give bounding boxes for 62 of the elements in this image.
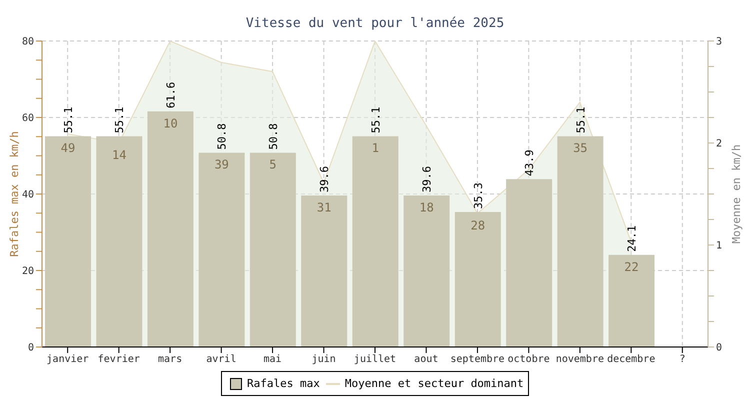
x-tick-label: janvier [46,354,89,366]
data-label: 61.6 [164,82,178,108]
bar [352,136,398,347]
x-tick-label: juin [312,354,336,366]
data-label: 39.6 [318,166,332,193]
bar [45,136,91,347]
annotation: 18 [419,200,434,215]
annotation: 14 [112,148,126,162]
y-tick-label: 0 [28,342,34,354]
data-label: 35.3 [472,182,485,209]
annotation: 10 [163,116,178,130]
data-label: 43.9 [523,150,536,176]
bar [608,254,655,347]
chart-title: Vitesse du vent pour l'année 2025 [244,16,506,31]
annotation: 35 [573,141,588,156]
x-tick-label: ? [679,354,686,366]
x-tick-label: mai [264,354,282,366]
y2-axis-title: Moyenne en km/h [730,144,743,244]
y-tick-label: 80 [22,36,34,48]
text: Rafales max [247,377,320,390]
y-axis-title: Rafales max en km/h [8,131,21,257]
bar [301,196,348,347]
x-tick-label: juillet [354,354,396,366]
data-label: 55.1 [369,106,382,134]
data-label: 39.6 [420,166,434,193]
annotation: 22 [624,260,639,274]
y2-tick-label: 2 [716,138,722,150]
bar [557,136,604,347]
y-tick-label: 60 [22,113,34,124]
annotation: 28 [470,218,486,232]
x-tick-label: mars [158,354,182,366]
y2-tick-label: 1 [716,240,722,252]
annotation: 5 [269,158,277,172]
bar [147,111,194,347]
bar [250,152,296,347]
annotation: 39 [214,158,229,172]
data-label: 50.8 [266,123,280,150]
data-label: 55.1 [574,106,588,134]
x-tick-label: avril [206,354,236,366]
x-tick-label: decembre [607,354,656,366]
bar [96,136,142,347]
x-tick-label: aout [414,354,438,366]
x-tick-label: fevrier [98,354,140,366]
data-label: 24.1 [626,225,639,252]
annotation: 31 [316,200,332,215]
bar [454,212,501,347]
annotation: 49 [60,141,76,156]
x-tick-label: septembre [450,354,505,366]
data-label: 55.1 [62,106,75,134]
annotation: 1 [372,141,379,156]
data-label: 55.1 [113,106,126,134]
y-tick-label: 40 [22,190,34,201]
bar [404,196,450,347]
data-label: 50.8 [216,123,229,150]
x-tick-label: octobre [508,354,550,366]
y-tick-label: 20 [22,266,34,278]
bar [198,152,245,347]
bar [506,179,552,347]
y2-tick-label: 3 [716,36,722,48]
legend-label: Moyenne et secteur dominant [344,377,524,390]
x-tick-label: novembre [556,354,604,366]
y2-tick-label: 0 [716,342,722,354]
